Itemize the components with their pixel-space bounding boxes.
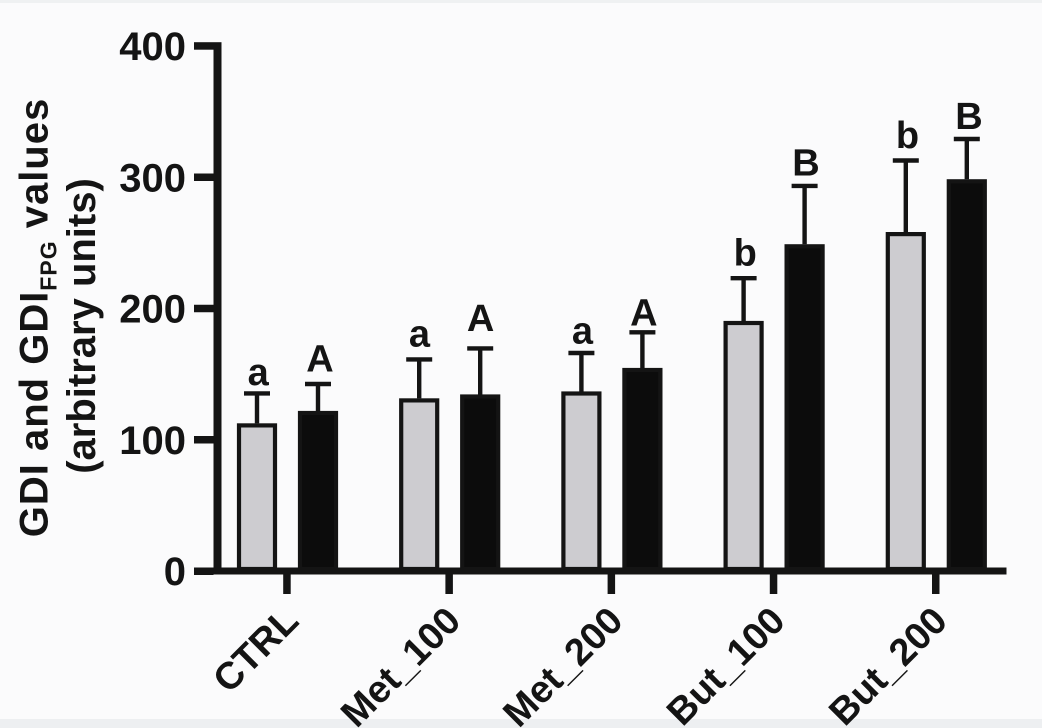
svg-text:0: 0	[164, 550, 186, 594]
svg-text:B: B	[792, 143, 819, 185]
svg-text:A: A	[467, 298, 494, 340]
svg-text:100: 100	[119, 419, 186, 463]
svg-text:GDI and GDIFPG values: GDI and GDIFPG values	[13, 98, 62, 538]
svg-text:b: b	[896, 115, 919, 157]
svg-text:400: 400	[119, 25, 186, 69]
svg-text:B: B	[955, 96, 982, 138]
svg-text:a: a	[248, 352, 270, 394]
svg-text:b: b	[734, 233, 757, 275]
svg-text:300: 300	[119, 157, 186, 201]
svg-text:200: 200	[119, 288, 186, 332]
svg-text:A: A	[630, 292, 657, 334]
svg-text:A: A	[306, 338, 333, 380]
svg-text:a: a	[409, 313, 431, 355]
svg-text:(arbitrary units): (arbitrary units)	[60, 178, 104, 474]
svg-text:a: a	[572, 311, 594, 353]
